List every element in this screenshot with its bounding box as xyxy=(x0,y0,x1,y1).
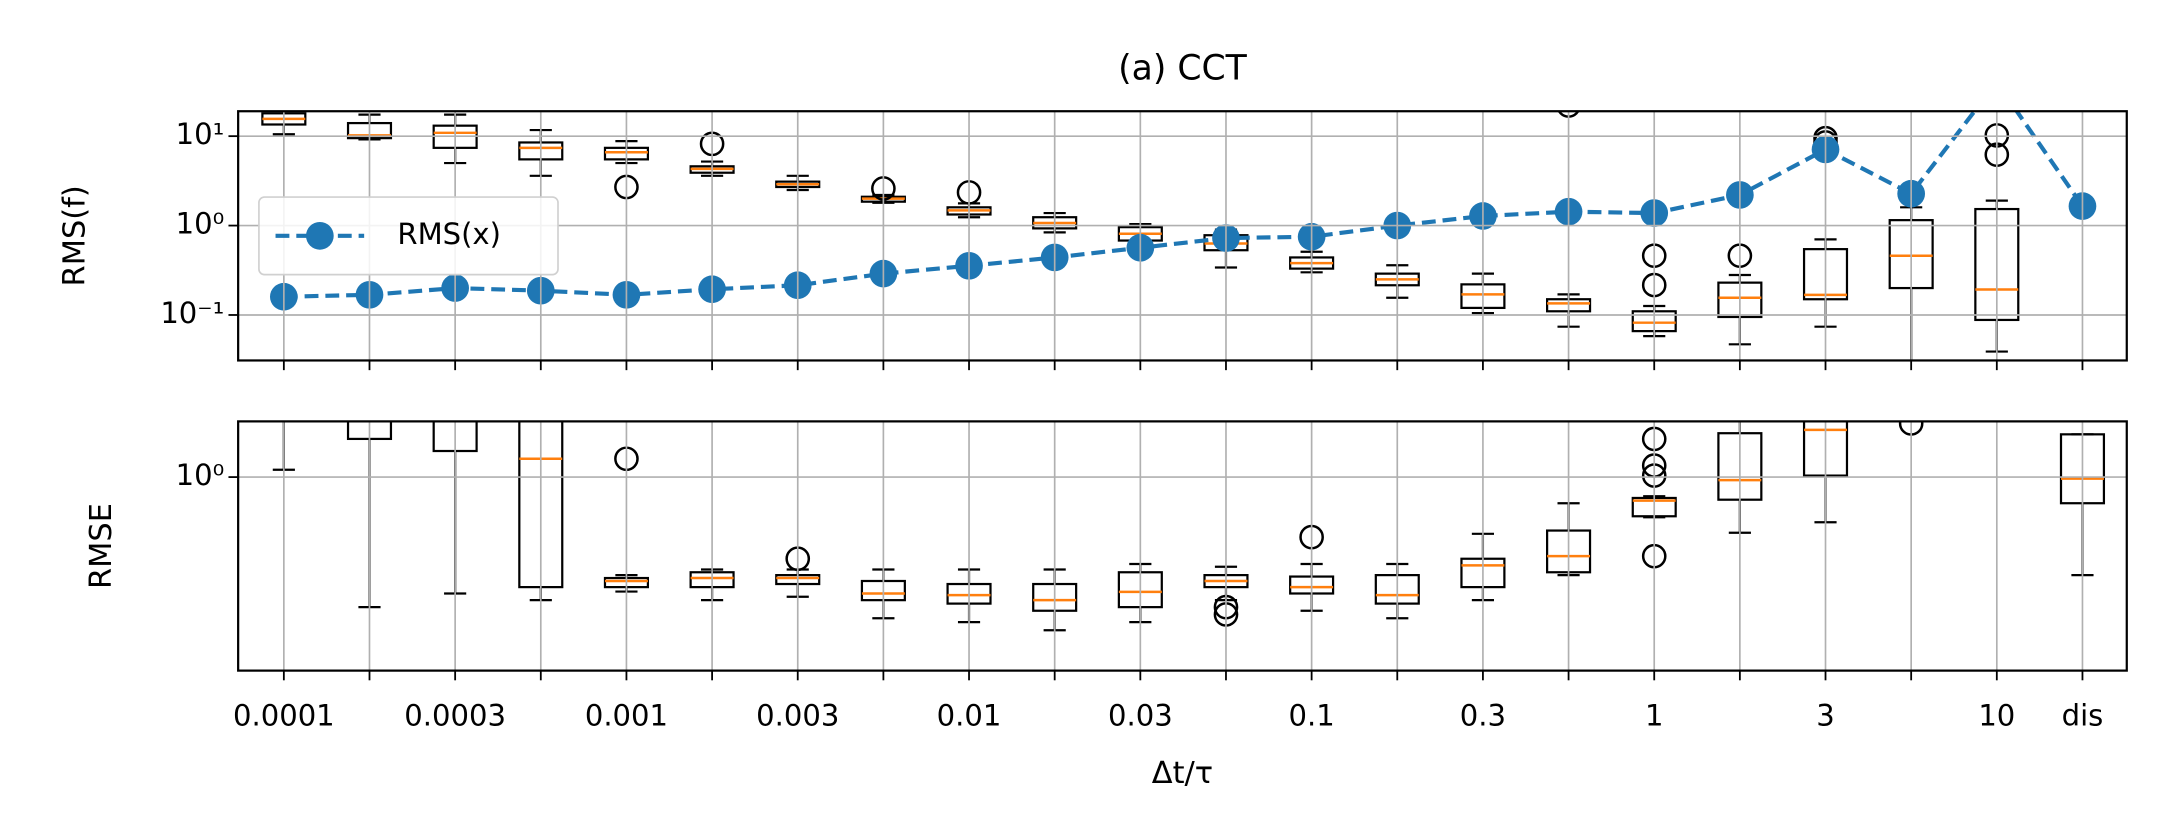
x-tick-label: 0.03 xyxy=(1108,699,1173,733)
axes-frame xyxy=(237,110,2128,362)
x-tick-label: 0.0001 xyxy=(233,699,335,733)
y-tick-label: 10⁰ xyxy=(176,458,225,492)
background xyxy=(0,4,2160,836)
legend-marker xyxy=(306,222,334,250)
x-tick-label: 1 xyxy=(1645,699,1664,733)
legend-box xyxy=(258,196,559,276)
y-tick-label: 10⁻¹ xyxy=(160,296,224,330)
x-tick-label: 10 xyxy=(1978,699,2015,733)
y-tick-label: 10⁰ xyxy=(176,207,225,241)
y-axis-label: RMSE xyxy=(84,503,119,589)
x-tick-label: 0.01 xyxy=(937,699,1002,733)
y-tick-label: 10¹ xyxy=(176,117,225,151)
plots: 10¹ 10⁰ 10⁻¹ RMS(x) 10⁰ 0.0001 0.0003 0.001 0.00… xyxy=(160,110,2128,733)
y-axis-label: RMS(f) xyxy=(58,185,93,286)
x-tick-label: 0.3 xyxy=(1460,699,1506,733)
x-axis-label: Δt/τ xyxy=(1152,756,1213,791)
axes-frame xyxy=(237,420,2128,672)
legend-label: RMS(x) xyxy=(397,217,501,251)
x-tick-label: 0.1 xyxy=(1289,699,1335,733)
chart-title: (a) CCT xyxy=(1118,49,1248,89)
x-tick-label: 0.001 xyxy=(585,699,668,733)
series-line xyxy=(283,111,2085,299)
x-tick-label: dis xyxy=(2062,699,2104,733)
x-tick-label: 0.0003 xyxy=(404,699,506,733)
x-tick-label: 3 xyxy=(1816,699,1835,733)
x-tick-label: 0.003 xyxy=(756,699,839,733)
